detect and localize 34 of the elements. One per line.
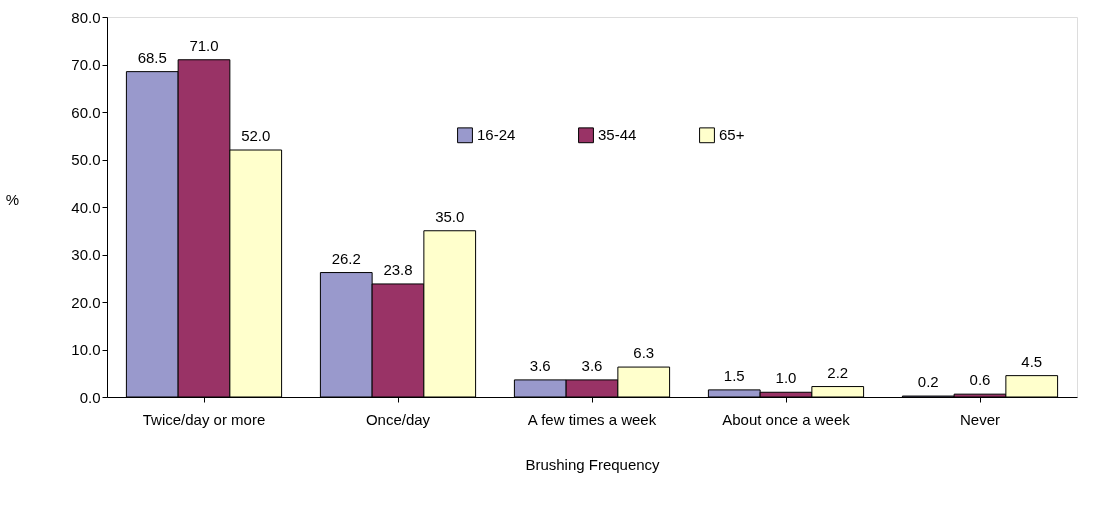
x-tick-label: About once a week: [722, 410, 851, 428]
legend-label: 35-44: [598, 126, 637, 144]
data-label: 1.5: [723, 366, 745, 384]
y-tick-label: 20.0: [71, 293, 101, 311]
y-tick-label: 0.0: [79, 388, 101, 406]
x-tick-label: Once/day: [365, 410, 431, 428]
data-label: 3.6: [529, 356, 551, 374]
x-tick-label: Twice/day or more: [142, 410, 266, 428]
legend-label: 16-24: [477, 126, 516, 144]
data-label: 3.6: [581, 356, 603, 374]
y-axis-title: %: [5, 190, 20, 208]
data-label: 6.3: [633, 344, 655, 362]
y-tick-label: 80.0: [71, 8, 101, 26]
data-label: 68.5: [137, 48, 167, 66]
data-label: 2.2: [827, 363, 849, 381]
y-tick-label: 70.0: [71, 56, 101, 73]
x-tick-label: Never: [959, 410, 1001, 428]
y-tick-label: 50.0: [71, 151, 101, 168]
data-label: 0.2: [917, 373, 939, 391]
x-tick-label: A few times a week: [527, 410, 657, 428]
y-tick-label: 60.0: [71, 103, 101, 121]
x-axis-title: Brushing Frequency: [525, 455, 661, 473]
y-tick-label: 10.0: [71, 341, 101, 358]
data-label: 71.0: [189, 36, 219, 54]
data-label: 26.2: [331, 249, 361, 267]
data-label: 1.0: [775, 369, 797, 387]
data-label: 4.5: [1021, 352, 1043, 370]
y-tick-label: 30.0: [71, 246, 101, 263]
y-tick-label: 40.0: [71, 198, 101, 216]
data-label: 0.6: [969, 371, 991, 389]
legend-label: 65+: [719, 126, 745, 144]
data-label: 52.0: [241, 127, 271, 144]
data-label: 23.8: [383, 260, 413, 278]
data-label: 35.0: [435, 207, 465, 225]
